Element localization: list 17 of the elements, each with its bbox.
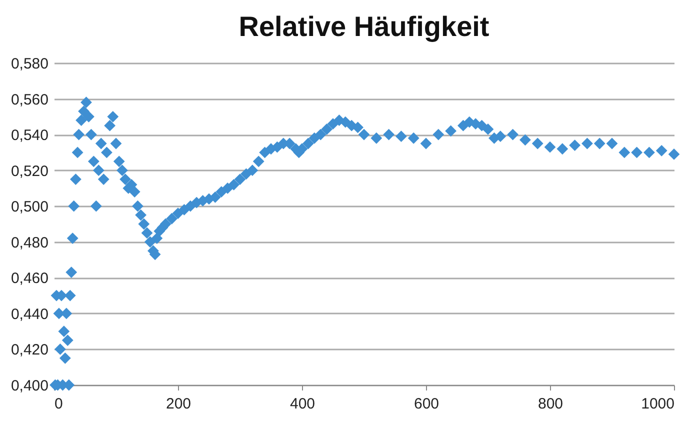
x-tick-label: 1000: [641, 396, 674, 412]
y-tick-label: 0,420: [10, 342, 48, 359]
y-tick-label: 0,560: [10, 91, 48, 108]
x-tick-label: 0: [54, 396, 63, 412]
y-tick-label: 0,460: [10, 270, 48, 288]
x-tick-label: 600: [414, 396, 440, 412]
y-tick-label: 0,480: [10, 234, 48, 252]
x-tick-label: 200: [166, 396, 192, 412]
y-tick-label: 0,520: [10, 162, 48, 180]
y-tick-label: 0,500: [10, 198, 48, 216]
x-tick-label: 800: [538, 396, 564, 412]
y-tick-label: 0,580: [10, 56, 48, 72]
chart-title: Relative Häufigkeit: [238, 11, 490, 42]
y-tick-label: 0,440: [10, 306, 48, 323]
y-tick-label: 0,540: [10, 127, 48, 144]
y-tick-label: 0,400: [10, 378, 48, 394]
x-tick-label: 400: [290, 396, 316, 412]
